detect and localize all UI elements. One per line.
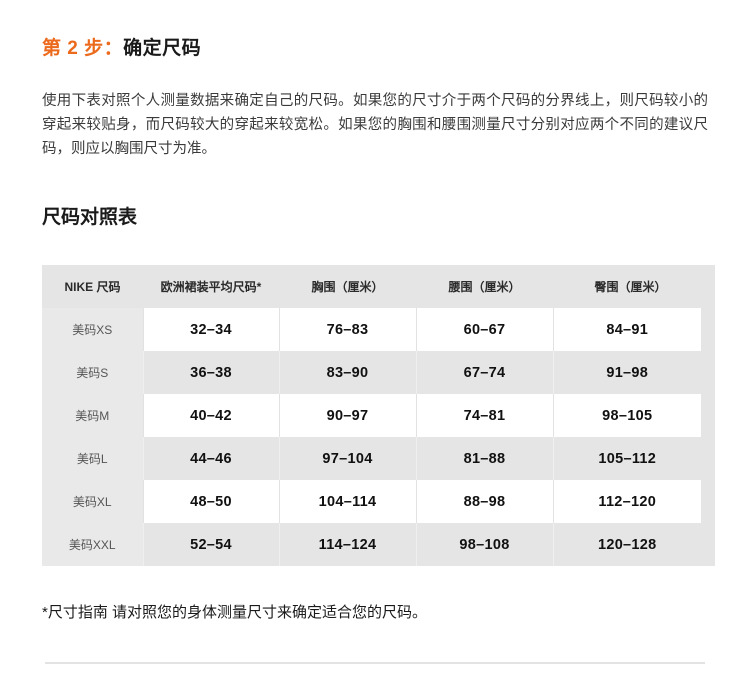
row-value: 60–67 <box>415 308 553 351</box>
row-value: 104–114 <box>278 480 416 523</box>
row-label: 美码XS <box>42 308 143 351</box>
row-value: 81–88 <box>415 437 553 480</box>
table-row: 美码S 36–38 83–90 67–74 91–98 <box>42 351 715 394</box>
header-waist-cm: 腰围（厘米） <box>416 265 553 308</box>
row-value: 98–105 <box>552 394 715 437</box>
row-value: 40–42 <box>142 394 279 437</box>
row-value: 48–50 <box>142 480 279 523</box>
row-value: 74–81 <box>415 394 553 437</box>
header-row: NIKE 尺码 欧洲裙装平均尺码* 胸围（厘米） 腰围（厘米） 臀围（厘米） <box>42 265 708 308</box>
header-nike-size: NIKE 尺码 <box>42 265 143 308</box>
step-title: 第 2 步：确定尺码 <box>42 36 708 62</box>
bottom-divider <box>45 662 705 664</box>
row-value: 67–74 <box>415 351 553 394</box>
row-value: 88–98 <box>415 480 553 523</box>
row-value: 97–104 <box>278 437 416 480</box>
row-value: 120–128 <box>552 523 715 566</box>
row-value: 44–46 <box>142 437 279 480</box>
row-value: 52–54 <box>142 523 279 566</box>
row-value: 112–120 <box>552 480 715 523</box>
row-value: 114–124 <box>278 523 416 566</box>
table-row: 美码XS 32–34 76–83 60–67 84–91 <box>42 308 715 351</box>
step-number: 第 2 步： <box>42 38 124 59</box>
row-value: 98–108 <box>415 523 553 566</box>
row-value: 36–38 <box>142 351 279 394</box>
row-value: 105–112 <box>552 437 715 480</box>
table-row: 美码XXL 52–54 114–124 98–108 120–128 <box>42 523 715 566</box>
row-value: 32–34 <box>142 308 279 351</box>
size-chart-heading: 尺码对照表 <box>42 207 138 228</box>
row-label: 美码S <box>42 351 143 394</box>
table-row: 美码L 44–46 97–104 81–88 105–112 <box>42 437 715 480</box>
header-chest-cm: 胸围（厘米） <box>279 265 416 308</box>
row-value: 76–83 <box>278 308 416 351</box>
size-chart-table: NIKE 尺码 欧洲裙装平均尺码* 胸围（厘米） 腰围（厘米） 臀围（厘米） 美… <box>42 265 715 566</box>
header-hip-cm: 臀围（厘米） <box>553 265 708 308</box>
row-value: 91–98 <box>552 351 715 394</box>
row-label: 美码M <box>42 394 143 437</box>
size-table-body: 美码XS 32–34 76–83 60–67 84–91 美码S 36–38 8… <box>42 308 715 566</box>
row-label: 美码XL <box>42 480 143 523</box>
size-table-header: NIKE 尺码 欧洲裙装平均尺码* 胸围（厘米） 腰围（厘米） 臀围（厘米） <box>42 265 708 308</box>
row-value: 83–90 <box>278 351 416 394</box>
row-value: 90–97 <box>278 394 416 437</box>
table-row: 美码XL 48–50 104–114 88–98 112–120 <box>42 480 715 523</box>
row-label: 美码L <box>42 437 143 480</box>
step-title-text: 确定尺码 <box>123 38 202 59</box>
row-label: 美码XXL <box>42 523 143 566</box>
row-value: 84–91 <box>552 308 715 351</box>
table-row: 美码M 40–42 90–97 74–81 98–105 <box>42 394 715 437</box>
header-eu-dress-size: 欧洲裙装平均尺码* <box>143 265 279 308</box>
size-guide-footnote: *尺寸指南 请对照您的身体测量尺寸来确定适合您的尺码。 <box>42 604 428 621</box>
intro-paragraph: 使用下表对照个人测量数据来确定自己的尺码。如果您的尺寸介于两个尺码的分界线上，则… <box>42 93 708 157</box>
